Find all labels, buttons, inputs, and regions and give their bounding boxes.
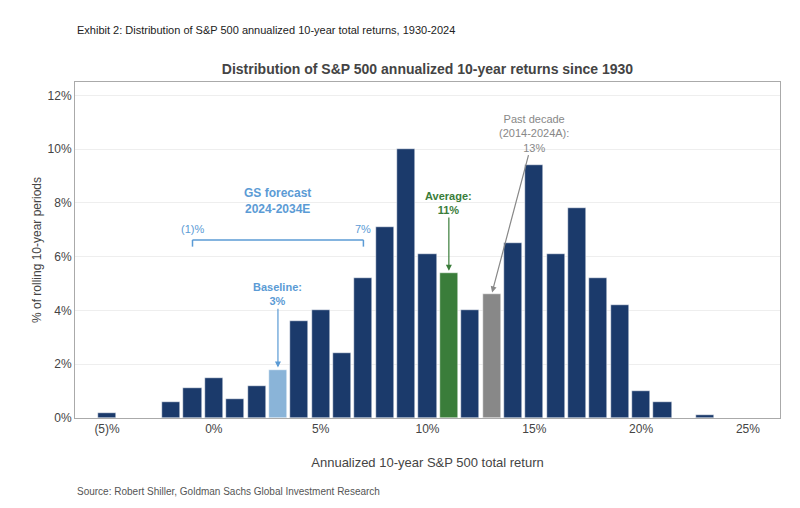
- svg-text:Past decade(2014-2024A):13%: Past decade(2014-2024A):13%: [499, 113, 569, 154]
- svg-text:4%: 4%: [54, 304, 72, 318]
- svg-text:7%: 7%: [355, 223, 371, 235]
- svg-text:25%: 25%: [736, 422, 760, 436]
- svg-text:2%: 2%: [54, 357, 72, 371]
- svg-text:Baseline:3%: Baseline:3%: [253, 281, 302, 307]
- svg-text:Distribution of S&P 500 annual: Distribution of S&P 500 annualized 10-ye…: [222, 61, 634, 77]
- svg-text:(5)%: (5)%: [94, 422, 120, 436]
- svg-text:10%: 10%: [48, 142, 72, 156]
- svg-text:Average:11%: Average:11%: [425, 190, 472, 216]
- svg-text:0%: 0%: [205, 422, 223, 436]
- svg-text:20%: 20%: [629, 422, 653, 436]
- svg-text:Annualized 10-year S&P 500 tot: Annualized 10-year S&P 500 total return: [311, 455, 543, 470]
- svg-text:10%: 10%: [415, 422, 439, 436]
- svg-text:GS forecast2024-2034E: GS forecast2024-2034E: [244, 186, 311, 216]
- svg-text:15%: 15%: [522, 422, 546, 436]
- svg-text:5%: 5%: [312, 422, 330, 436]
- svg-text:Exhibit 2: Distribution of S&P: Exhibit 2: Distribution of S&P 500 annua…: [77, 24, 455, 36]
- svg-text:% of rolling 10-year periods: % of rolling 10-year periods: [30, 177, 44, 323]
- svg-text:0%: 0%: [54, 411, 72, 425]
- svg-text:(1)%: (1)%: [181, 223, 204, 235]
- svg-text:8%: 8%: [54, 196, 72, 210]
- svg-text:Source: Robert Shiller, Goldma: Source: Robert Shiller, Goldman Sachs Gl…: [77, 486, 380, 497]
- svg-text:6%: 6%: [54, 250, 72, 264]
- svg-text:12%: 12%: [48, 89, 72, 103]
